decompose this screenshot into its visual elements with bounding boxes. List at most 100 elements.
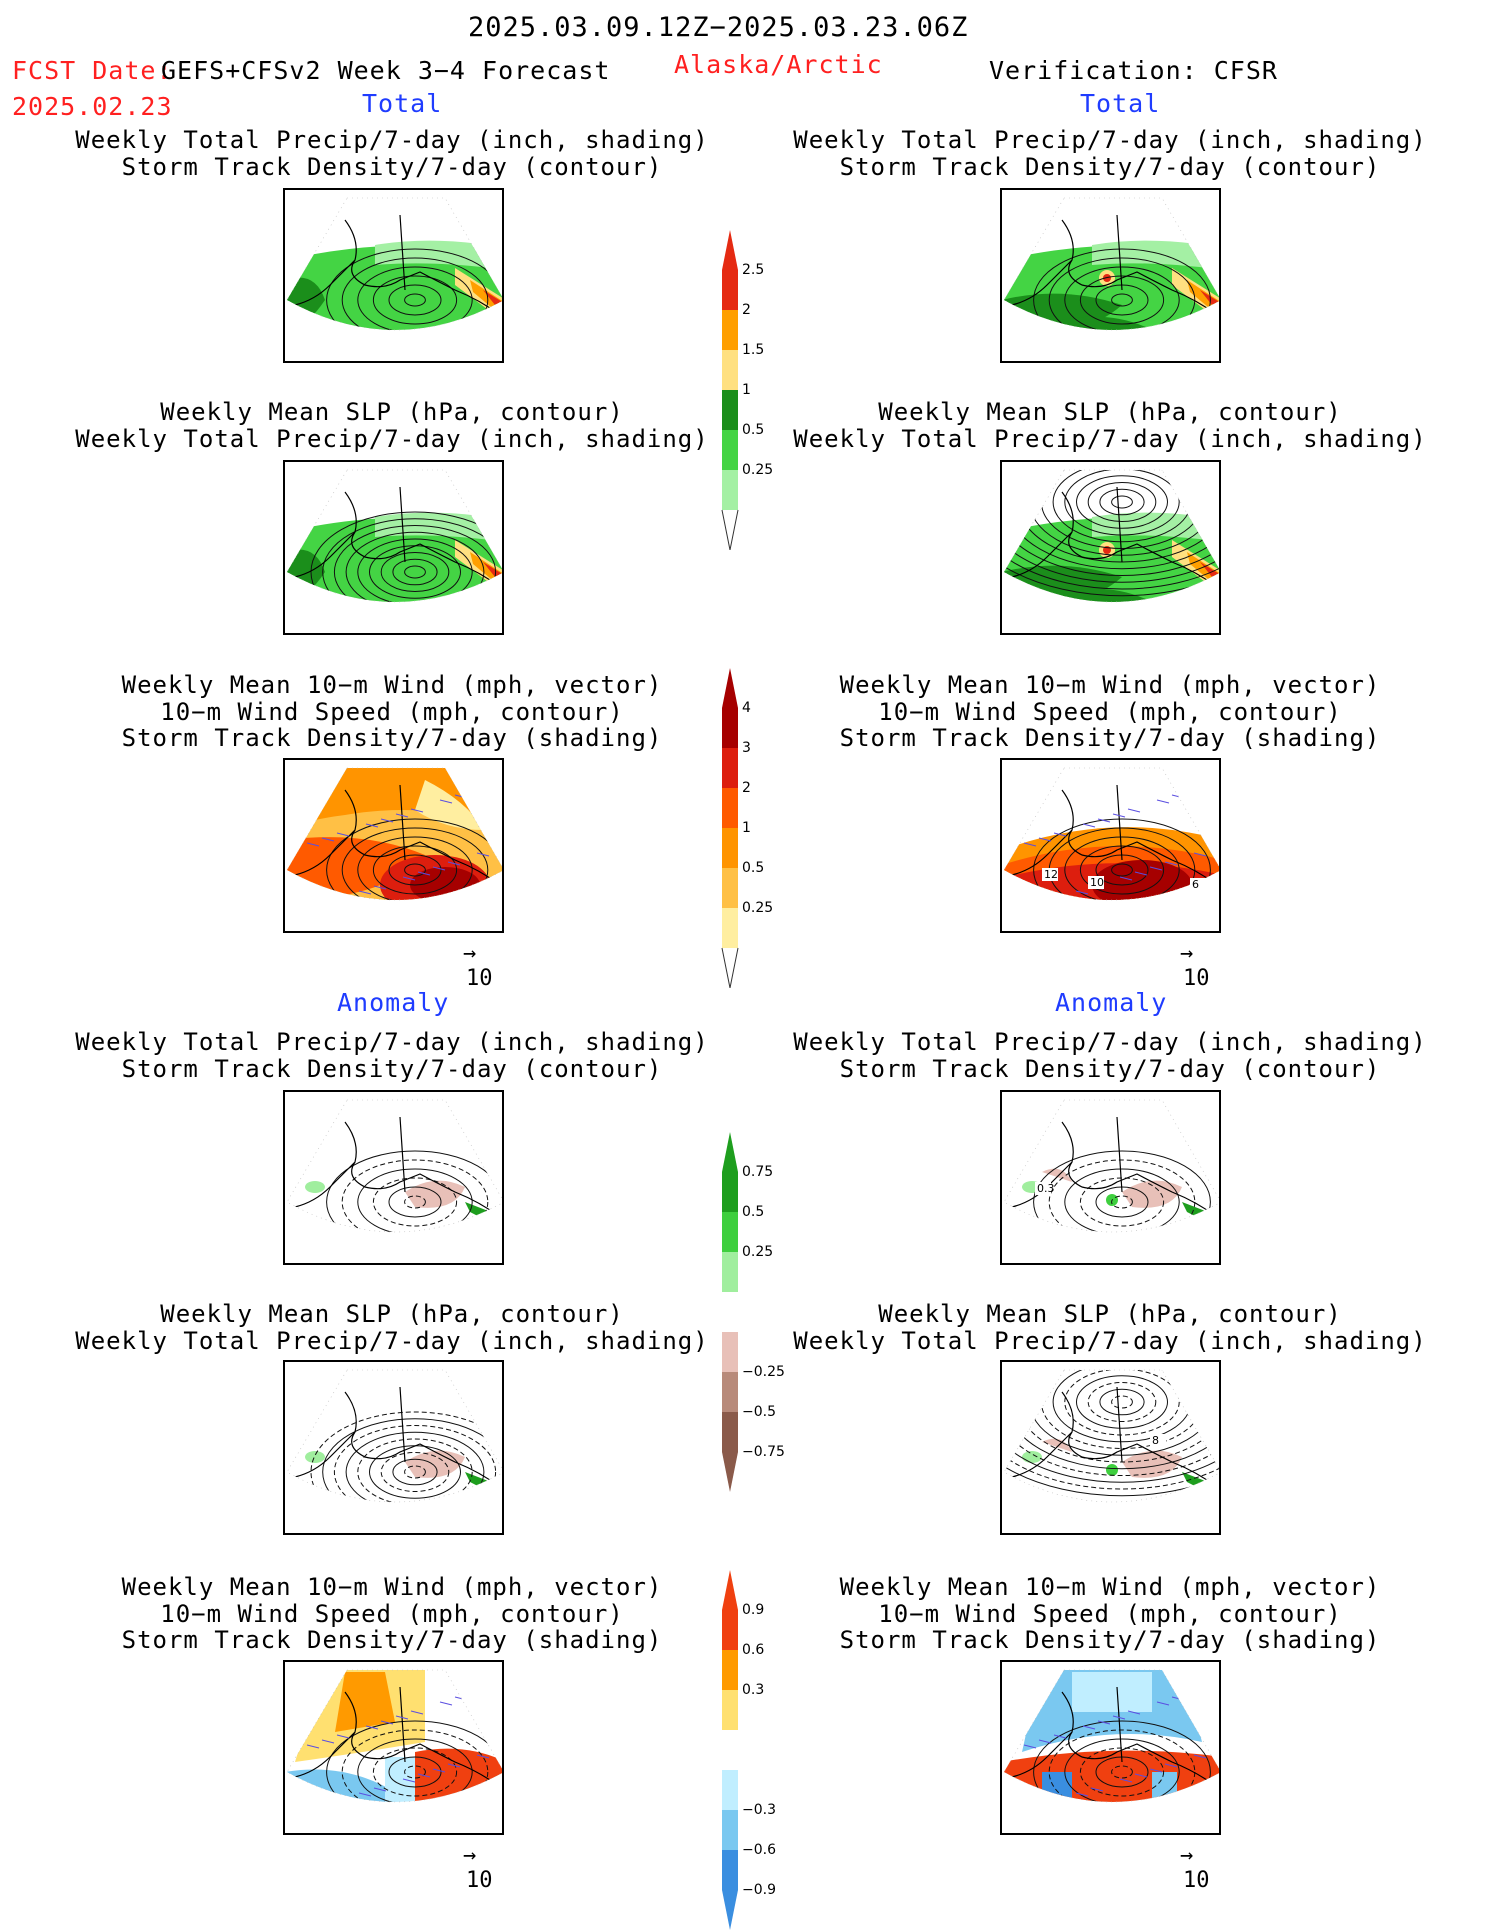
colorbar-bottom-triangle	[721, 947, 739, 988]
colorbar-label: 2	[742, 780, 751, 796]
colorbar-segment	[722, 1212, 738, 1252]
vector-ref-arrow: →	[463, 941, 477, 966]
colorbar-segment	[722, 748, 738, 788]
contour-label: 8	[1152, 1434, 1159, 1447]
colorbar-segment	[722, 1372, 738, 1412]
caption-line: 10−m Wind Speed (mph, contour)	[878, 697, 1342, 726]
caption-line: Weekly Total Precip/7-day (inch, shading…	[75, 1326, 709, 1355]
contour-label: 6	[1192, 878, 1199, 891]
map-panel	[283, 1090, 504, 1265]
region-label: Alaska/Arctic	[674, 50, 883, 79]
vector-ref-value: 10	[466, 1868, 493, 1893]
colorbar-segment	[722, 1252, 738, 1292]
colorbar-segment	[722, 828, 738, 868]
colorbar-segment	[722, 350, 738, 390]
colorbar-label: 0.25	[742, 900, 774, 916]
colorbar-top-triangle	[722, 1570, 738, 1610]
caption-line: Weekly Mean 10−m Wind (mph, vector)	[121, 671, 663, 699]
map-svg	[286, 767, 502, 901]
colorbar-label: −0.6	[742, 1842, 776, 1858]
colorbar-bottom-triangle	[721, 509, 739, 550]
colorbar-segment	[722, 1850, 738, 1890]
map-svg: 8	[1003, 1369, 1219, 1503]
contour-label: 0.3	[1037, 1182, 1055, 1195]
colorbar-label: −0.3	[742, 1802, 776, 1818]
section-total-left: Total	[362, 89, 443, 118]
fcst-date-label: FCST Date:	[12, 56, 173, 85]
colorbar-precip_total	[721, 230, 739, 550]
section-total-right: Total	[1080, 89, 1161, 118]
colorbar-segment	[722, 1690, 738, 1730]
section-anomaly-left: Anomaly	[337, 988, 450, 1017]
colorbar-label: 0.75	[742, 1164, 774, 1180]
map-panel	[283, 1660, 504, 1835]
caption-line: Weekly Mean SLP (hPa, contour)	[160, 398, 624, 426]
vector-ref-arrow: →	[1180, 1843, 1194, 1868]
caption-line: Weekly Total Precip/7-day (inch, shading…	[793, 1326, 1427, 1355]
colorbar-segment	[722, 1412, 738, 1452]
map-panel: 12 10 6	[1000, 758, 1221, 933]
fcst-date-value: 2025.02.23	[12, 92, 173, 121]
colorbar-label: 1	[742, 820, 751, 836]
caption-line: 10−m Wind Speed (mph, contour)	[160, 697, 624, 726]
caption-line: Weekly Mean 10−m Wind (mph, vector)	[839, 1573, 1381, 1601]
map-panel	[1000, 1660, 1221, 1835]
map-svg	[286, 469, 502, 603]
colorbar-segment	[722, 310, 738, 350]
caption-line: Storm Track Density/7-day (shading)	[839, 724, 1381, 752]
map-panel	[283, 1360, 504, 1535]
caption-line: 10−m Wind Speed (mph, contour)	[878, 1599, 1342, 1628]
map-svg	[1003, 197, 1219, 331]
caption-line: Storm Track Density/7-day (shading)	[121, 1626, 663, 1654]
map-svg	[286, 1099, 502, 1233]
verification-label: Verification: CFSR	[989, 56, 1278, 85]
caption-line: Storm Track Density/7-day (contour)	[839, 1054, 1381, 1083]
vector-ref-arrow: →	[463, 1843, 477, 1868]
colorbar-segment	[722, 708, 738, 748]
colorbar-segment	[722, 1770, 738, 1810]
colorbar-label: −0.75	[742, 1444, 785, 1460]
colorbar-label: 0.6	[742, 1642, 765, 1658]
caption-line: Weekly Total Precip/7-day (inch, shading…	[75, 126, 709, 154]
caption-line: Weekly Total Precip/7-day (inch, shading…	[75, 1028, 709, 1056]
vector-ref-value: 10	[466, 966, 493, 991]
colorbar-segment	[722, 788, 738, 828]
colorbar-label: 0.5	[742, 860, 765, 876]
colorbar-label: −0.5	[742, 1404, 776, 1420]
caption-line: Storm Track Density/7-day (shading)	[839, 1626, 1381, 1654]
map-panel	[1000, 460, 1221, 635]
map-panel	[283, 758, 504, 933]
colorbar-label: 0.25	[742, 1244, 774, 1260]
date-range-title: 2025.03.09.12Z−2025.03.23.06Z	[468, 12, 969, 43]
caption-line: Storm Track Density/7-day (contour)	[121, 152, 663, 181]
contour-label: 12	[1044, 868, 1058, 881]
colorbar-segment	[722, 1610, 738, 1650]
colorbar-segment	[722, 270, 738, 310]
caption-line: 10−m Wind Speed (mph, contour)	[160, 1599, 624, 1628]
caption-line: Weekly Mean SLP (hPa, contour)	[878, 398, 1342, 426]
colorbar-segment	[722, 470, 738, 510]
contour-label: 10	[1090, 876, 1104, 889]
map-panel	[1000, 188, 1221, 363]
vector-ref-value: 10	[1183, 966, 1210, 991]
colorbar-segment	[722, 908, 738, 948]
colorbar-label: −0.9	[742, 1882, 776, 1898]
colorbar-label: 0.9	[742, 1602, 765, 1618]
colorbar-top-triangle	[722, 1132, 738, 1172]
colorbar-label: −0.25	[742, 1364, 785, 1380]
colorbar-label: 3	[742, 740, 751, 756]
colorbar-segment	[722, 1172, 738, 1212]
map-panel	[283, 460, 504, 635]
colorbar-segment	[722, 1650, 738, 1690]
map-panel: 8	[1000, 1360, 1221, 1535]
caption-line: Weekly Total Precip/7-day (inch, shading…	[793, 126, 1427, 154]
caption-line: Weekly Total Precip/7-day (inch, shading…	[75, 424, 709, 453]
caption-line: Storm Track Density/7-day (contour)	[839, 152, 1381, 181]
caption-line: Weekly Mean SLP (hPa, contour)	[160, 1300, 624, 1328]
map-svg: 0.3	[1003, 1099, 1219, 1233]
vector-ref-arrow: →	[1180, 941, 1194, 966]
colorbar-label: 0.5	[742, 422, 765, 438]
map-panel: 0.3	[1000, 1090, 1221, 1265]
colorbar-precip_anom	[722, 1132, 738, 1492]
map-svg	[1003, 1669, 1219, 1803]
